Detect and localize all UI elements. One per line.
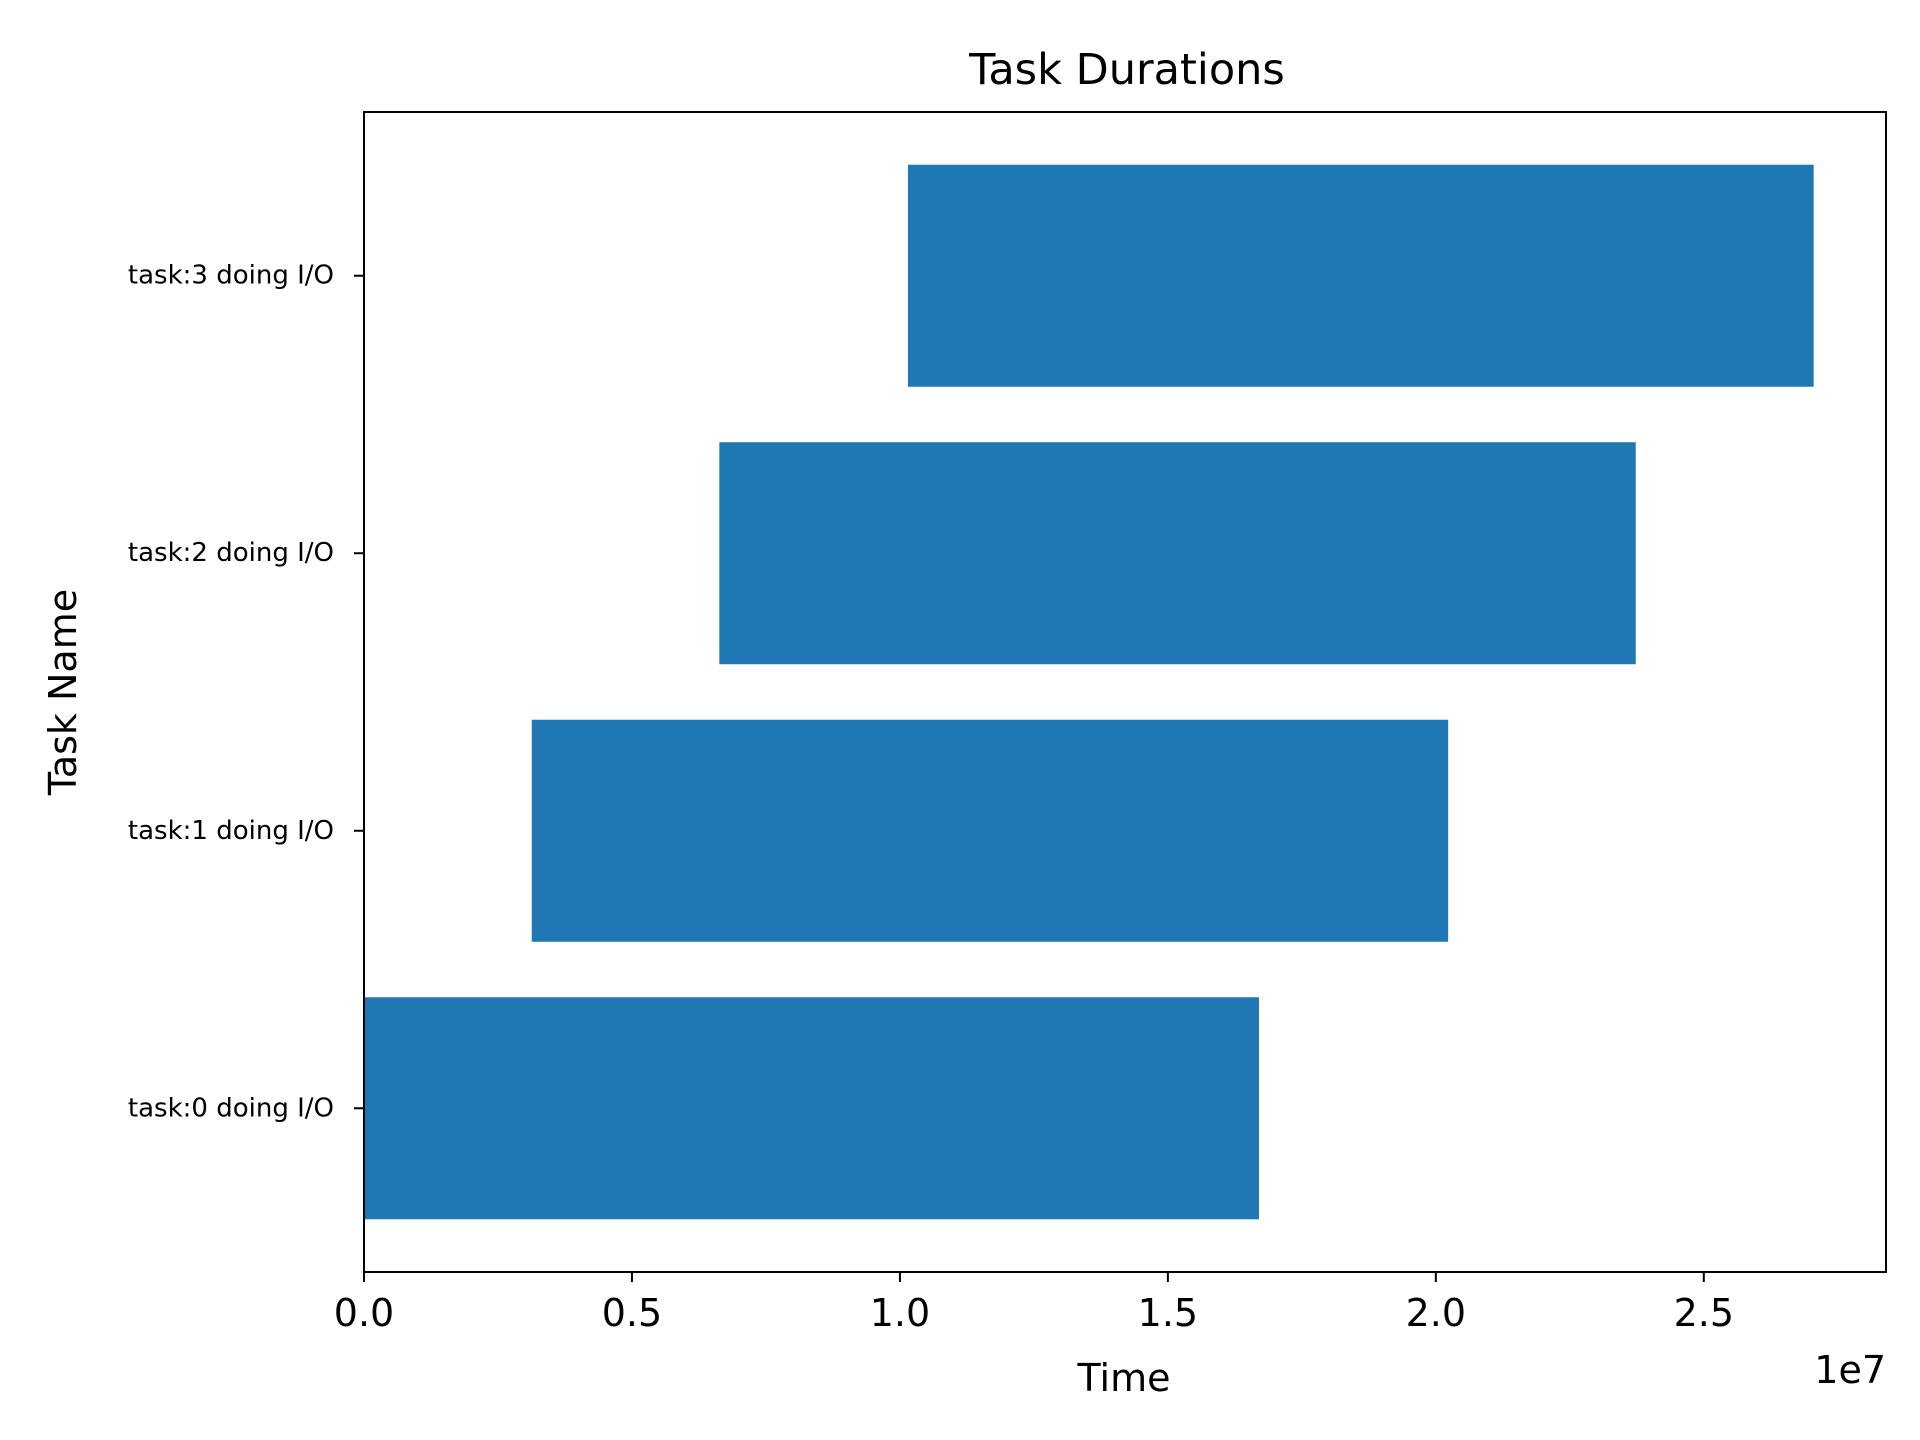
x-tick-label-3: 1.5 bbox=[1138, 1291, 1198, 1335]
task-bar-3 bbox=[907, 164, 1814, 387]
task-bar-2 bbox=[719, 442, 1636, 665]
task-bar-0 bbox=[364, 997, 1259, 1220]
bars-group bbox=[364, 164, 1814, 1220]
x-axis-label: Time bbox=[1077, 1356, 1171, 1400]
plot-frame bbox=[363, 111, 1887, 1273]
x-axis-ticks: 0.0 0.5 1.0 1.5 2.0 2.5 bbox=[334, 1272, 1734, 1335]
y-tick-label-1: task:1 doing I/O bbox=[128, 816, 334, 846]
x-tick-label-2: 1.0 bbox=[870, 1291, 930, 1335]
x-tick-label-1: 0.5 bbox=[602, 1291, 662, 1335]
chart-title: Task Durations bbox=[968, 45, 1285, 95]
y-axis-ticks: task:0 doing I/O task:1 doing I/O task:2 d… bbox=[128, 261, 364, 1123]
x-tick-label-4: 2.0 bbox=[1406, 1291, 1466, 1335]
y-tick-label-3: task:3 doing I/O bbox=[128, 261, 334, 291]
y-axis-label: Task Name bbox=[41, 589, 85, 796]
task-bar-1 bbox=[531, 719, 1449, 942]
x-axis-offset-text: 1e7 bbox=[1814, 1348, 1886, 1392]
x-tick-label-0: 0.0 bbox=[334, 1291, 394, 1335]
x-tick-label-5: 2.5 bbox=[1674, 1291, 1734, 1335]
y-tick-label-2: task:2 doing I/O bbox=[128, 538, 334, 568]
y-tick-label-0: task:0 doing I/O bbox=[128, 1093, 334, 1123]
